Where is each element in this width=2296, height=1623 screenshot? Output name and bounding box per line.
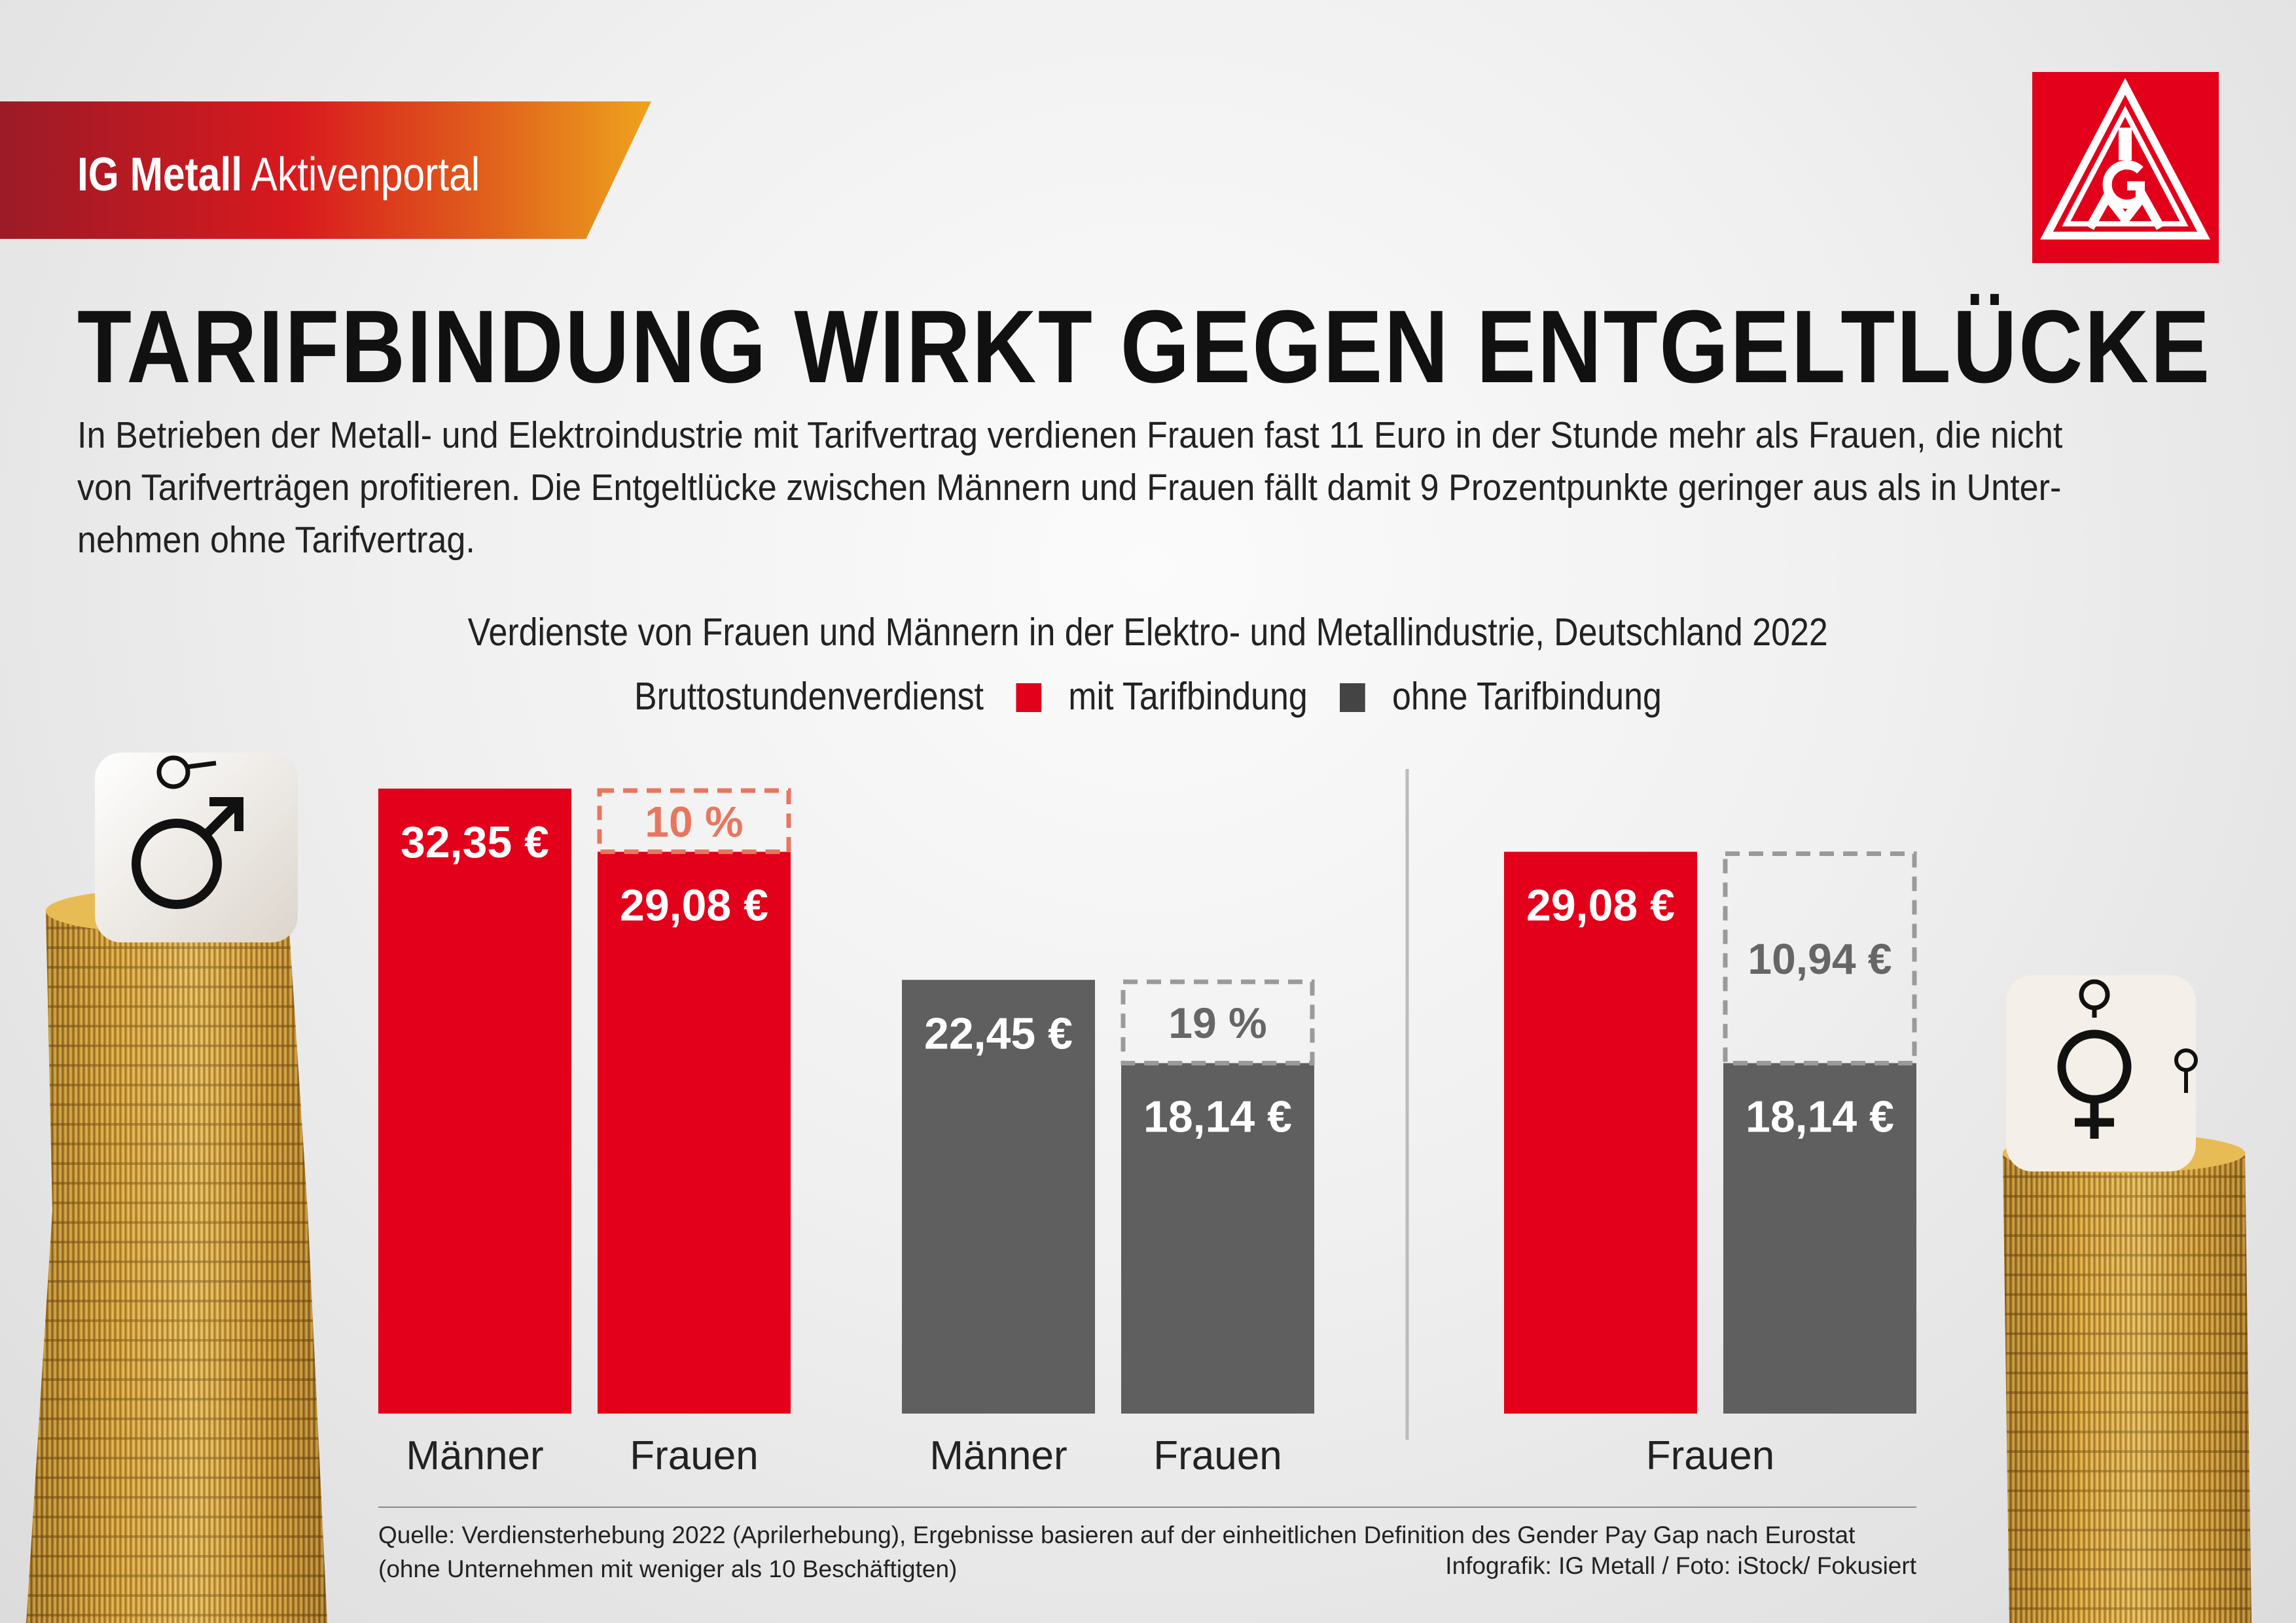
gap-box-0-1 — [597, 788, 791, 855]
category-label-2: Männer — [929, 1433, 1067, 1478]
value-label-2-0: 29,08 € — [1526, 881, 1675, 931]
value-label-1-0: 22,45 € — [924, 1008, 1073, 1058]
intro-line-1: In Betrieben der Metall- und Elektroindu… — [77, 414, 2063, 456]
gap-box-2-1 — [1723, 851, 1917, 1065]
brand-title: IG Metall Aktivenportal — [77, 148, 480, 202]
source-text: Quelle: Verdiensterhebung 2022 (Aprilerh… — [378, 1522, 1856, 1582]
bar-2-1 — [1723, 1063, 1916, 1414]
gap-label-2-1: 10,94 € — [1748, 935, 1892, 983]
value-label-2-1: 18,14 € — [1746, 1092, 1894, 1141]
bar-0-0 — [378, 789, 571, 1414]
category-label-4: Frauen — [1646, 1433, 1774, 1478]
headline: TARIFBINDUNG WIRKT GEGEN ENTGELTLÜCKE — [77, 289, 2212, 404]
legend-swatch-grey — [1340, 683, 1366, 712]
category-label-1: Frauen — [630, 1433, 758, 1478]
bar-0-1 — [598, 851, 791, 1414]
chart-title-text: Verdienste von Frauen und Männern in der… — [467, 611, 1829, 654]
gap-box-1-1 — [1121, 979, 1315, 1065]
legend-item-mit: mit Tarifbindung — [1068, 675, 1308, 718]
legend-label: Bruttostundenverdienst — [634, 675, 984, 718]
value-label-0-0: 32,35 € — [401, 817, 549, 867]
bar-2-0 — [1504, 851, 1697, 1414]
bar-1-0 — [902, 980, 1095, 1414]
credit-text: Infografik: IG Metall / Foto: iStock/ Fo… — [1445, 1552, 1916, 1579]
brand-banner — [0, 101, 651, 239]
value-label-1-1: 18,14 € — [1143, 1092, 1292, 1141]
footer-divider — [378, 1507, 1916, 1508]
value-label-0-1: 29,08 € — [620, 881, 768, 931]
brand-bold: IG Metall — [77, 149, 243, 201]
gap-label-0-1: 10 % — [645, 797, 743, 846]
brand-light: Aktivenportal — [251, 149, 480, 201]
coin-stack-left-icon — [26, 753, 327, 1623]
category-label-3: Frauen — [1153, 1433, 1282, 1478]
igmetall-logo-icon — [2032, 72, 2219, 263]
legend: Bruttostundenverdienst mit Tarifbindung … — [0, 674, 2296, 719]
intro-line-2: von Tarifverträgen profitieren. Die Entg… — [77, 467, 2062, 508]
category-label-0: Männer — [406, 1433, 543, 1478]
legend-swatch-red — [1016, 683, 1042, 712]
coin-stack-right-icon — [2003, 975, 2251, 1623]
intro-line-3: nehmen ohne Tarifvertrag. — [77, 519, 475, 561]
legend-item-ohne: ohne Tarifbindung — [1392, 675, 1662, 718]
chart-title: Verdienste von Frauen und Männern in der… — [0, 610, 2296, 654]
gap-label-1-1: 19 % — [1168, 999, 1266, 1047]
intro-text: In Betrieben der Metall- und Elektroindu… — [77, 409, 2224, 566]
bar-1-1 — [1121, 1063, 1314, 1414]
